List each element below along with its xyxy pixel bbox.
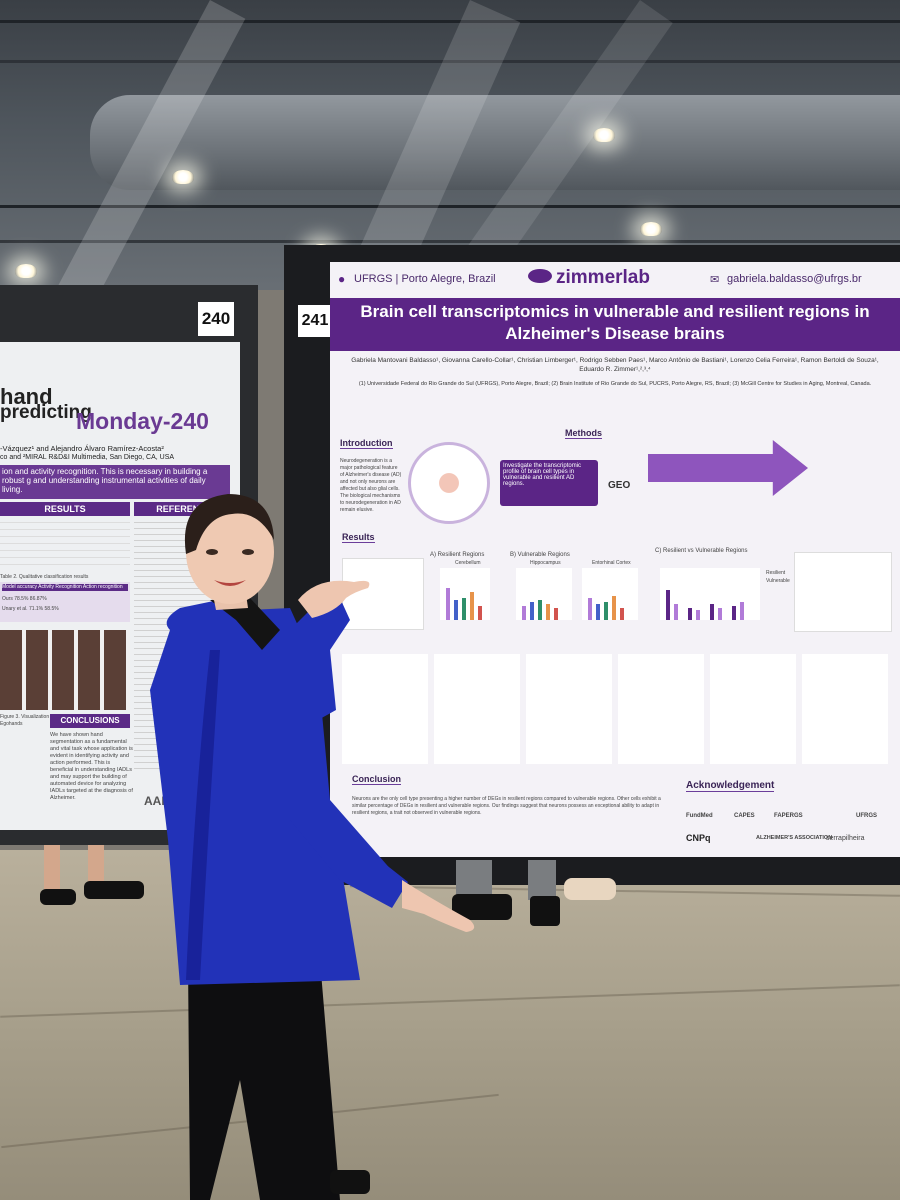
sponsor-logo: serrapilheira	[826, 835, 865, 842]
acknowledgement-heading: Acknowledgement	[686, 780, 775, 792]
umap-plot	[342, 558, 424, 630]
floor	[0, 850, 900, 1200]
left-table-header: Model accuracy Activity Recognition Acti…	[2, 584, 128, 591]
sponsor-logo: FundMed	[686, 813, 713, 819]
results-heading: Results	[342, 532, 375, 543]
methods-goal-box: Investigate the transcriptomic profile o…	[500, 460, 598, 506]
brain-logo-icon	[528, 269, 552, 283]
presenter-woman	[150, 494, 475, 1200]
sponsor-logo: CNPq	[686, 833, 711, 843]
left-poster-abstract: ion and activity recognition. This is ne…	[0, 465, 230, 499]
air-duct	[90, 95, 900, 190]
sponsor-logo: FAPERGS	[774, 813, 803, 819]
entorhinal-label: Entorhinal Cortex	[592, 560, 631, 566]
right-board-number: 241	[298, 305, 332, 337]
introduction-text: Neurodegeneration is a major pathologica…	[340, 458, 402, 513]
poster-title: Brain cell transcriptomics in vulnerable…	[330, 298, 900, 351]
hippocampus-label: Hippocampus	[530, 560, 561, 566]
left-conclusions-text: We have shown hand segmentation as a fun…	[50, 732, 133, 801]
poster-affiliations: (1) Universidade Federal do Rio Grande d…	[358, 381, 872, 387]
left-table-row: Unary et al. 71.1% 58.5%	[2, 606, 59, 612]
left-table-caption: Table 2. Qualitative classification resu…	[0, 574, 89, 580]
left-results-heading: RESULTS	[0, 502, 130, 516]
left-poster-title-1: hand	[0, 384, 53, 409]
sponsor-logo: UFRGS	[856, 813, 877, 819]
left-results-table: Model accuracy Activity Recognition Acti…	[0, 582, 130, 622]
panel-c-label: C) Resilient vs Vulnerable Regions	[655, 548, 748, 554]
left-poster-title-2: predicting	[0, 402, 92, 423]
cerebellum-label: Cerebellum	[455, 560, 481, 566]
methods-heading: Methods	[565, 428, 602, 439]
enrichment-plots	[342, 654, 890, 764]
background-legs-left	[28, 845, 148, 915]
left-table-row: Ours 78.5% 86.87%	[2, 596, 47, 602]
left-poster-session: Monday-240	[76, 408, 209, 434]
right-poster: ● UFRGS | Porto Alegre, Brazil zimmerlab…	[330, 262, 900, 857]
left-poster-affil: co and ²MIRAL R&D&I Multimedia, San Dieg…	[0, 454, 175, 461]
sponsor-logo: CAPES	[734, 813, 755, 819]
poster-email: gabriela.baldasso@ufrgs.br	[727, 273, 862, 285]
left-poster-authors: -Vázquez¹ and Alejandro Álvaro Ramírez-A…	[0, 444, 164, 453]
poster-location: UFRGS | Porto Alegre, Brazil	[354, 273, 496, 285]
conclusion-heading: Conclusion	[352, 774, 401, 785]
poster-authors: Gabriela Mantovani Baldasso¹, Giovanna C…	[351, 357, 879, 373]
geo-label: GEO	[608, 480, 631, 491]
left-conclusions-heading: CONCLUSIONS	[50, 714, 130, 728]
panel-a-label: A) Resilient Regions	[430, 552, 485, 558]
background-legs-right	[452, 860, 622, 930]
introduction-heading: Introduction	[340, 438, 393, 449]
legend-vulnerable: Vulnerable	[766, 578, 790, 584]
email-icon: ✉	[710, 274, 720, 286]
left-board-number: 240	[198, 302, 234, 336]
methods-arrow	[648, 440, 808, 496]
panel-b-label: B) Vulnerable Regions	[510, 552, 570, 558]
conclusion-text: Neurons are the only cell type presentin…	[352, 796, 661, 816]
resilient-vs-vulnerable-chart	[660, 568, 760, 620]
resilient-bar-chart	[440, 568, 490, 620]
hippocampus-bar-chart	[516, 568, 572, 620]
left-result-images	[0, 630, 130, 710]
dot-plot	[794, 552, 892, 632]
sponsor-logo: ALZHEIMER'S ASSOCIATION	[756, 835, 833, 841]
legend-resilient: Resilient	[766, 570, 786, 576]
lab-name: zimmerlab	[556, 267, 650, 288]
poster-header: ● UFRGS | Porto Alegre, Brazil zimmerlab…	[330, 262, 900, 296]
location-pin-icon: ●	[338, 272, 346, 286]
brain-cell-diagram	[408, 442, 490, 524]
entorhinal-bar-chart	[582, 568, 638, 620]
sponsor-logos: FundMed CAPES FAPERGS UFRGS CNPq ALZHEIM…	[686, 807, 896, 851]
